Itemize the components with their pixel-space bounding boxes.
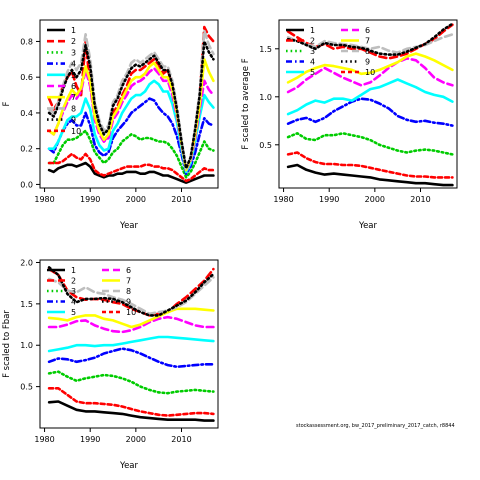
- series-line-9: [286, 22, 454, 56]
- series-line-10: [47, 386, 215, 417]
- legend-label-3: 3: [71, 48, 76, 57]
- legend-label-2: 2: [71, 277, 76, 286]
- series-line-1: [286, 163, 454, 187]
- series-line-4: [47, 347, 215, 369]
- legend: 1 23 45 6 78 910: [286, 26, 375, 77]
- y-tick-label: 0.5: [259, 141, 272, 150]
- legend: 1 23 45 6 78 910: [47, 266, 136, 317]
- legend-label-7: 7: [365, 37, 370, 46]
- series-line-7: [286, 52, 454, 84]
- x-axis-label: Year: [358, 221, 378, 231]
- y-tick-label: 1.0: [259, 93, 272, 102]
- legend-label-6: 6: [71, 82, 76, 91]
- legend-label-10: 10: [126, 308, 136, 317]
- series-line-3: [47, 370, 215, 395]
- x-tick-label: 1990: [80, 195, 100, 204]
- x-tick-label: 2010: [171, 435, 191, 444]
- source-watermark: stockassessment.org, bw_2017_preliminary…: [296, 423, 455, 429]
- y-tick-label: 2.0: [20, 258, 33, 267]
- y-tick-label: 1.0: [20, 341, 33, 350]
- series-line-6: [286, 57, 454, 94]
- series-line-5: [47, 335, 215, 353]
- x-tick-label: 2000: [126, 195, 146, 204]
- y-tick-label: 0.6: [20, 73, 33, 82]
- legend-label-4: 4: [310, 58, 315, 67]
- series-line-3: [286, 132, 454, 156]
- legend-label-4: 4: [71, 60, 76, 69]
- legend-label-1: 1: [71, 266, 76, 275]
- plot-frame: [39, 259, 219, 429]
- series-line-8: [47, 29, 215, 170]
- y-tick-label: 0.4: [20, 109, 33, 118]
- series-line-3: [47, 129, 215, 179]
- legend-label-1: 1: [71, 26, 76, 35]
- x-tick-label: 2000: [126, 435, 146, 444]
- legend-label-3: 3: [310, 47, 315, 56]
- plot-frame: [39, 19, 219, 189]
- x-tick-label: 1980: [34, 195, 54, 204]
- x-tick-label: 2010: [171, 195, 191, 204]
- series-line-10: [286, 151, 454, 179]
- legend-label-9: 9: [71, 116, 76, 125]
- y-tick-label: 0.8: [20, 37, 33, 46]
- y-axis-label: F: [2, 101, 12, 106]
- series-line-6: [47, 315, 215, 334]
- y-tick-label: 1.5: [20, 300, 33, 309]
- legend-label-8: 8: [126, 287, 131, 296]
- legend-label-8: 8: [365, 47, 370, 56]
- legend-label-2: 2: [71, 37, 76, 46]
- series-line-9: [47, 266, 215, 317]
- y-axis-label: F scaled to average F: [241, 58, 251, 149]
- chart-panel-2: 1980 1990 2000 2010 0.5 1.0 1.5 Year F scaled to…: [241, 19, 458, 231]
- series-line-10: [47, 152, 215, 183]
- x-tick-label: 1980: [273, 195, 293, 204]
- series-line-7: [47, 307, 215, 329]
- x-tick-label: 1990: [319, 195, 339, 204]
- chart-panel-1: 1980 1990 2000 2010 0.0 0.2 0.4 0.6 0.8 Year F 1 2 3 4…: [2, 19, 219, 231]
- y-tick-label: 0.2: [20, 145, 33, 154]
- x-tick-label: 2000: [365, 195, 385, 204]
- legend-label-8: 8: [71, 104, 76, 113]
- series-line-1: [47, 161, 215, 184]
- legend-label-6: 6: [365, 26, 370, 35]
- legend-label-4: 4: [71, 298, 76, 307]
- series-line-5: [286, 78, 454, 116]
- series-line-2: [47, 267, 215, 317]
- legend-label-5: 5: [71, 71, 76, 80]
- chart-panel-3: 1980 1990 2000 2010 0.5 1.0 1.5 2.0 Year F scaled…: [2, 258, 219, 471]
- series-line-5: [47, 79, 215, 174]
- x-tick-label: 1980: [34, 435, 54, 444]
- y-tick-label: 1.5: [259, 45, 272, 54]
- legend-label-10: 10: [365, 68, 375, 77]
- legend-label-7: 7: [71, 93, 76, 102]
- y-tick-label: 0.5: [20, 383, 33, 392]
- y-axis-label: F scaled to Fbar: [2, 310, 12, 378]
- legend-label-9: 9: [126, 298, 131, 307]
- legend: 1 2 3 4 5 6 7 8 9 10: [47, 26, 81, 136]
- legend-label-5: 5: [71, 308, 76, 317]
- plot-frame: [278, 19, 458, 189]
- legend-label-9: 9: [365, 58, 370, 67]
- legend-label-3: 3: [71, 287, 76, 296]
- x-axis-label: Year: [119, 461, 139, 471]
- legend-label-10: 10: [71, 127, 81, 136]
- legend-label-7: 7: [126, 277, 131, 286]
- series-line-9: [47, 40, 215, 170]
- x-tick-label: 2010: [410, 195, 430, 204]
- series-line-7: [47, 57, 215, 172]
- legend-label-1: 1: [310, 26, 315, 35]
- y-tick-label: 0.0: [20, 180, 33, 189]
- series-line-8: [47, 276, 215, 316]
- series-line-4: [47, 97, 215, 175]
- series-line-4: [286, 97, 454, 127]
- legend-label-6: 6: [126, 266, 131, 275]
- legend-label-2: 2: [310, 37, 315, 46]
- x-tick-label: 1990: [80, 435, 100, 444]
- series-line-1: [47, 400, 215, 422]
- x-axis-label: Year: [119, 221, 139, 231]
- legend-label-5: 5: [310, 68, 315, 77]
